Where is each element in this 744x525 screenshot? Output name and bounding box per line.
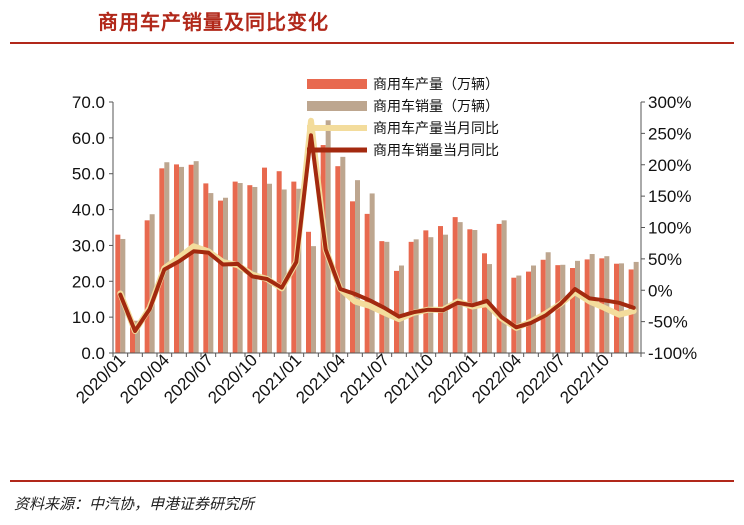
- legend-swatch: [307, 101, 367, 111]
- production-bar: [379, 241, 385, 353]
- sales-bar: [223, 197, 228, 353]
- page-title: 商用车产销量及同比变化: [98, 10, 329, 34]
- sales-bar: [311, 246, 316, 353]
- sales-bar: [252, 186, 258, 353]
- source-divider: [10, 480, 734, 482]
- sales-bar: [369, 193, 375, 353]
- right-tick-label: -100%: [648, 344, 697, 363]
- legend-label: 商用车销量当月同比: [373, 142, 499, 159]
- production-bar: [218, 200, 223, 353]
- right-tick-label: 0%: [648, 281, 673, 300]
- production-bar: [526, 271, 531, 353]
- legend-label: 商用车销量（万辆）: [373, 98, 499, 115]
- legend-label: 商用车产量当月同比: [373, 120, 499, 137]
- production-bar: [496, 223, 502, 353]
- sales-bar: [399, 265, 404, 353]
- production-bar: [306, 231, 311, 353]
- sales-bar: [413, 239, 419, 353]
- left-tick-label: 20.0: [72, 272, 105, 291]
- production-bar: [247, 185, 253, 353]
- production-bar: [130, 320, 135, 353]
- sales-bar: [428, 237, 434, 353]
- sales-yoy-line: [118, 133, 636, 333]
- sales-bar: [296, 188, 302, 353]
- sales-bar: [633, 261, 639, 353]
- left-tick-label: 0.0: [81, 344, 105, 363]
- left-tick-label: 10.0: [72, 308, 105, 327]
- production-bar: [203, 183, 209, 353]
- sales-bar: [384, 241, 390, 353]
- sales-bar: [193, 161, 199, 353]
- sales-bar: [531, 265, 536, 353]
- production-bar: [159, 168, 165, 353]
- production-bar: [423, 230, 429, 353]
- sales-bar: [340, 156, 346, 353]
- production-bar: [452, 217, 458, 353]
- right-tick-label: 300%: [648, 93, 691, 112]
- production-bar: [408, 241, 414, 353]
- sales-bar: [604, 256, 610, 353]
- production-bar: [276, 171, 282, 353]
- title-divider: [10, 42, 734, 44]
- x-tick-label: 2022/10: [556, 350, 613, 407]
- production-bar: [511, 277, 517, 353]
- production-bar: [350, 201, 355, 353]
- right-tick-label: 250%: [648, 124, 691, 143]
- production-bar: [144, 220, 150, 353]
- sales-bar: [516, 275, 522, 353]
- sales-bar: [325, 120, 331, 353]
- left-tick-label: 70.0: [72, 93, 105, 112]
- production-bar: [584, 259, 590, 353]
- left-tick-label: 40.0: [72, 201, 105, 220]
- sales-bar: [472, 230, 478, 353]
- sales-bar: [281, 189, 287, 353]
- production-bar: [262, 167, 267, 353]
- line-layer: [117, 117, 637, 334]
- right-tick-label: 100%: [648, 219, 691, 238]
- left-tick-label: 60.0: [72, 129, 105, 148]
- production-bar: [438, 226, 443, 353]
- right-tick-label: 150%: [648, 187, 691, 206]
- production-bar: [394, 270, 399, 353]
- sales-bar: [208, 193, 214, 353]
- sales-bar: [164, 162, 170, 353]
- sales-bar: [149, 214, 155, 353]
- production-bar: [188, 164, 194, 353]
- sales-bar: [575, 260, 580, 353]
- sales-bar: [443, 234, 448, 353]
- right-tick-label: 200%: [648, 156, 691, 175]
- right-tick-label: -50%: [648, 313, 688, 332]
- production-bar: [570, 268, 575, 353]
- production-bar: [467, 229, 473, 353]
- sales-bar: [619, 263, 624, 353]
- sales-bar: [560, 264, 566, 353]
- sales-bar: [545, 252, 551, 353]
- source-note: 资料来源：中汽协，申港证券研究所: [14, 495, 255, 513]
- left-tick-label: 50.0: [72, 165, 105, 184]
- production-bar: [540, 259, 546, 353]
- left-tick-label: 30.0: [72, 236, 105, 255]
- chart: 0.0 10.0 20.0 30.0 40.0 50.0 60.0 70.0 -100% -50%…: [72, 76, 697, 407]
- sales-bar: [135, 320, 140, 353]
- sales-bar: [355, 180, 360, 353]
- legend-label: 商用车产量（万辆）: [373, 76, 499, 93]
- production-bar: [614, 263, 619, 353]
- production-bar: [364, 213, 370, 353]
- sales-bar: [267, 183, 272, 353]
- legend-swatch: [307, 79, 367, 89]
- production-bar: [335, 166, 341, 353]
- sales-bar: [501, 220, 507, 353]
- right-tick-label: 50%: [648, 250, 682, 269]
- sales-bar: [457, 222, 463, 353]
